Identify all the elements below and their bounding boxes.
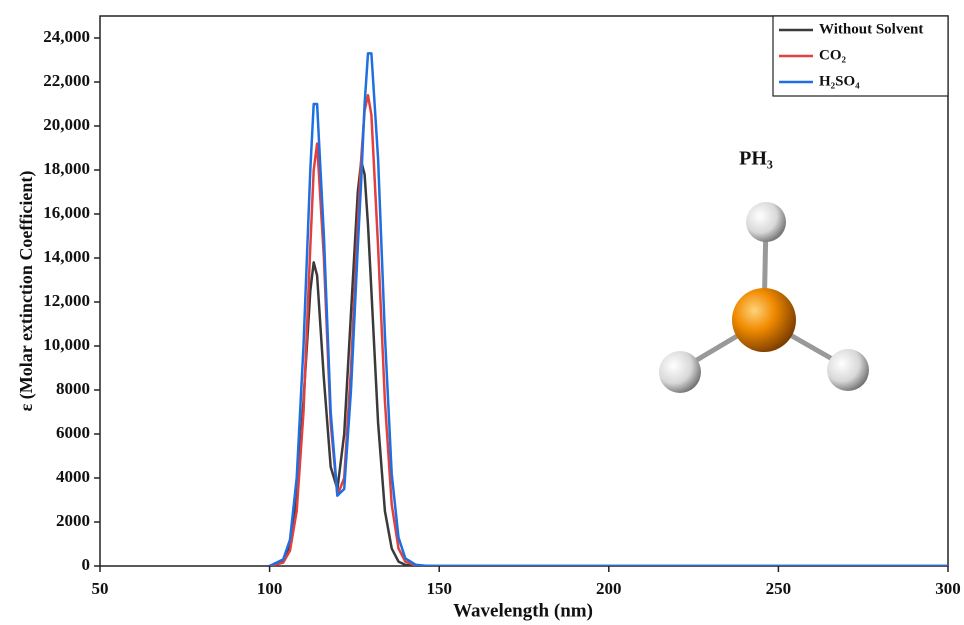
y-tick-label: 4000: [56, 467, 90, 486]
x-tick-label: 100: [257, 579, 283, 598]
plot-area: [270, 53, 948, 566]
x-axis-label: Wavelength (nm): [453, 600, 593, 621]
y-tick-label: 18,000: [43, 159, 90, 178]
y-tick-label: 20,000: [43, 115, 90, 134]
molecule: [659, 202, 869, 393]
x-tick-label: 50: [92, 579, 109, 598]
series-line: [270, 95, 948, 566]
y-tick-label: 14,000: [43, 247, 90, 266]
legend-label: CO₂: [819, 47, 847, 63]
y-tick-label: 16,000: [43, 203, 90, 222]
y-tick-label: 10,000: [43, 335, 90, 354]
y-tick-label: 6000: [56, 423, 90, 442]
x-tick-label: 250: [766, 579, 792, 598]
x-tick-label: 200: [596, 579, 622, 598]
y-tick-label: 12,000: [43, 291, 90, 310]
y-tick-label: 8000: [56, 379, 90, 398]
annotation: PH₃: [739, 148, 773, 170]
y-tick-label: 0: [82, 555, 91, 574]
y-tick-label: 2000: [56, 511, 90, 530]
y-axis-label: ε (Molar extinction Coefficient): [16, 171, 37, 412]
plot-frame: [100, 16, 948, 566]
legend-label: Without Solvent: [819, 21, 923, 37]
y-tick-label: 22,000: [43, 71, 90, 90]
legend-label: H₂SO₄: [819, 73, 860, 89]
x-tick-label: 150: [426, 579, 452, 598]
x-tick-label: 300: [935, 579, 961, 598]
y-tick-label: 24,000: [43, 27, 90, 46]
chart: PH₃ Wavelength (nm) ε (Molar extinction …: [0, 0, 964, 625]
